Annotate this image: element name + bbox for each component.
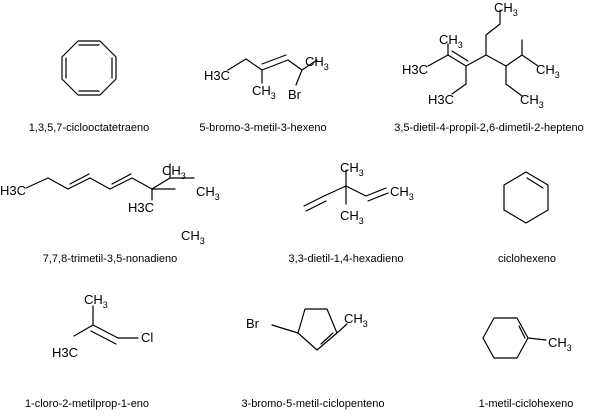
atom-label: Cl [141, 330, 153, 345]
molecule-structure [73, 305, 139, 345]
molecule-structure [482, 317, 547, 359]
atom-label: CH3 [520, 92, 544, 110]
molecule-structure [303, 169, 389, 212]
molecule-structure [503, 171, 549, 224]
atom-label: H3C [52, 345, 78, 360]
molecule-name: 7,7,8-trimetil-3,5-nonadieno [43, 253, 178, 265]
molecule-methylcyclohexene: CH3 1-metil-ciclohexeno [479, 317, 574, 410]
molecule-bromo-methylcyclopentene: Br CH3 3-bromo-5-metil-ciclopenteno [241, 308, 385, 410]
molecule-structure [227, 54, 318, 86]
atom-label: CH3 [344, 311, 368, 329]
atom-label: H3C [128, 200, 154, 215]
molecule-name: 1-metil-ciclohexeno [479, 398, 574, 410]
molecule-structure [25, 163, 195, 201]
atom-label: CH3 [252, 83, 276, 101]
atom-label: H3C [402, 62, 428, 77]
molecule-structure [61, 40, 117, 96]
molecule-structure [271, 308, 348, 351]
atom-label: CH3 [548, 335, 572, 353]
molecule-chloro-methylpropene: CH3 H3C Cl 1-cloro-2-metilprop-1-eno [25, 292, 153, 410]
molecule-name: 3-bromo-5-metil-ciclopenteno [241, 398, 384, 410]
molecule-name: 1-cloro-2-metilprop-1-eno [25, 398, 149, 410]
atom-label: CH3 [84, 292, 108, 310]
atom-label: CH3 [340, 160, 364, 178]
molecule-name: ciclohexeno [498, 253, 556, 265]
molecule-name: 5-bromo-3-metil-3-hexeno [199, 122, 326, 134]
molecule-cyclohexene: ciclohexeno [498, 171, 556, 265]
molecule-nonadiene-derivative: H3C CH3 CH3 H3C CH3 7,7,8-trimetil-3,5-n… [0, 163, 220, 265]
molecule-hexadiene-derivative: CH3 CH3 CH3 3,3-dietil-1,4-hexadieno [289, 160, 414, 265]
atom-label: Br [288, 87, 302, 102]
atom-label: CH3 [439, 32, 463, 50]
molecule-structure [427, 9, 539, 97]
atom-label: Br [246, 316, 260, 331]
atom-label: CH3 [390, 184, 414, 202]
molecule-name: 3,5-dietil-4-propil-2,6-dimetil-2-hepten… [394, 122, 584, 134]
molecule-cyclooctatetraene: 1,3,5,7-ciclooctatetraeno [29, 40, 149, 134]
atom-label: CH3 [162, 163, 186, 181]
atom-label: CH3 [494, 0, 518, 18]
atom-label: H3C [204, 68, 230, 83]
molecule-name: 1,3,5,7-ciclooctatetraeno [29, 122, 149, 134]
atom-label: CH3 [340, 208, 364, 226]
atom-label: CH3 [536, 62, 560, 80]
molecule-5-bromo-3-methyl-3-hexene: H3C CH3 CH3 Br 5-bromo-3-metil-3-hexeno [199, 54, 328, 134]
atom-label: CH3 [196, 184, 220, 202]
molecule-heptene-derivative: CH3 CH3 H3C CH3 H3C CH3 3,5-dietil-4-pro… [394, 0, 584, 134]
molecule-name: 3,3-dietil-1,4-hexadieno [289, 253, 404, 265]
atom-label: H3C [0, 183, 26, 198]
atom-label: CH3 [305, 54, 329, 72]
atom-label: H3C [428, 92, 454, 107]
atom-label: CH3 [181, 228, 205, 246]
